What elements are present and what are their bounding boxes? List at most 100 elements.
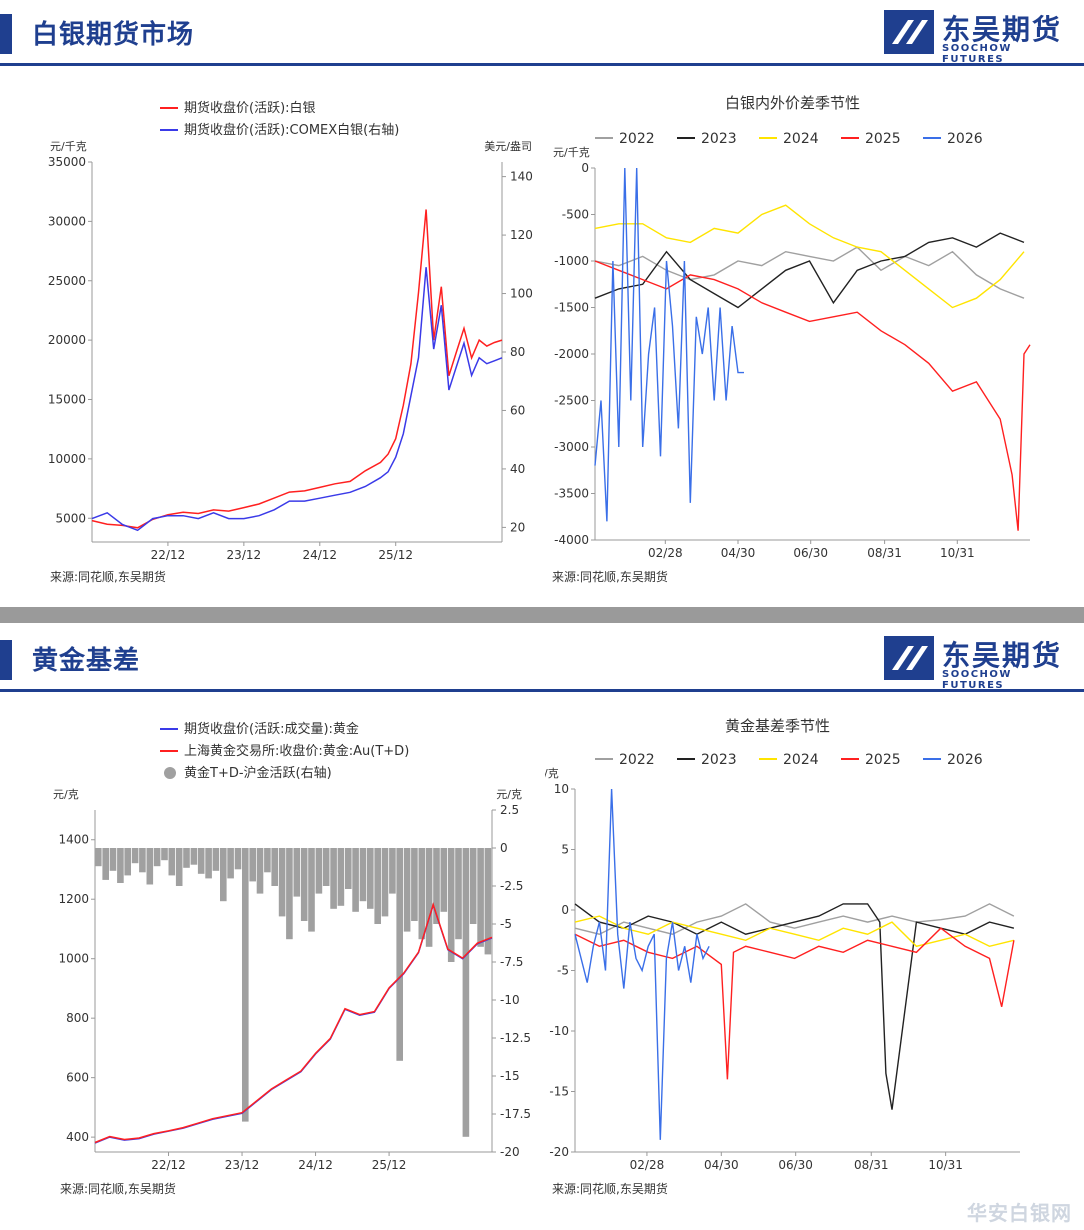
basis-bar <box>264 848 271 873</box>
y-tick-label-left: 25000 <box>48 274 86 288</box>
silver-spread-chart-svg: 白银内外价差季节性 2022 2023 2024 2025 2026 0 -500 -1000 -… <box>553 94 1031 560</box>
silver-spread-seasonality-chart: 白银内外价差季节性 2022 2023 2024 2025 2026 0 -500 -1000 -… <box>545 80 1055 560</box>
silver-price-chart: 5000 10000 15000 20000 25000 30000 35000 20 40 60… <box>40 80 540 562</box>
legend-label-3: 2025 <box>865 131 901 147</box>
x-tick-label: 02/28 <box>630 1158 665 1172</box>
basis-bar <box>337 848 345 906</box>
basis-bar <box>175 848 183 886</box>
company-logo: 东吴期货 SOOCHOW FUTURES <box>884 8 1074 65</box>
y-tick-label-right: 40 <box>510 462 525 476</box>
basis-bar <box>197 848 205 874</box>
basis-bar <box>484 848 492 955</box>
y-tick-label: -20 <box>549 1145 569 1159</box>
basis-bar <box>315 848 323 894</box>
y-axis-title-right: 元/克 <box>496 788 522 801</box>
x-tick-label: 06/30 <box>778 1158 813 1172</box>
legend-label-4: 2026 <box>947 752 983 768</box>
legend-label-1: 2023 <box>701 131 737 147</box>
legend-label-0: 期货收盘价(活跃:成交量):黄金 <box>184 721 359 737</box>
series-line-1 <box>94 902 493 1144</box>
legend-swatch-bars <box>164 767 176 779</box>
y-tick-label: -4000 <box>554 533 589 547</box>
basis-bar <box>131 848 139 864</box>
x-tick-label: 04/30 <box>704 1158 739 1172</box>
y-tick-label-right: 20 <box>510 520 525 534</box>
source-note: 来源:同花顺,东吴期货 <box>50 570 166 584</box>
x-tick-label: 23/12 <box>227 548 262 560</box>
y-tick-label-right: 120 <box>510 228 533 242</box>
logo-icon <box>884 636 934 680</box>
y-tick-label-left: 400 <box>66 1130 89 1144</box>
basis-bar <box>359 848 367 902</box>
section-header-gold: 黄金基差 东吴期货 SOOCHOW FUTURES <box>0 626 1084 692</box>
x-tick-label: 23/12 <box>225 1158 260 1172</box>
x-tick-label: 08/31 <box>854 1158 889 1172</box>
logo-subtitle: SOOCHOW FUTURES <box>942 669 1012 691</box>
basis-bar <box>396 848 403 1061</box>
y-tick-label-right: -2.5 <box>500 879 523 893</box>
series-line-2 <box>574 915 1015 948</box>
legend-label-3: 2025 <box>865 752 901 768</box>
basis-bar <box>146 848 154 885</box>
y-tick-label: -3500 <box>554 487 589 501</box>
basis-bar <box>374 848 381 924</box>
basis-bar <box>308 848 315 932</box>
section-header-silver: 白银期货市场 东吴期货 SOOCHOW FUTURES <box>0 0 1084 66</box>
basis-bar <box>139 848 146 873</box>
y-tick-label-left: 10000 <box>48 452 86 466</box>
gold-basis-chart: 400 600 800 1000 1200 1400 2.5 0 -2.5 -5 -7.5 -10 -1… <box>40 705 540 1175</box>
header-rule <box>0 689 1084 692</box>
basis-bar <box>117 848 124 883</box>
gold-basis-seasonality-chart: 黄金基差季节性 2022 2023 2024 2025 2026 10 5 0 -5 -10 -15 -… <box>533 705 1055 1175</box>
basis-bar <box>161 848 168 861</box>
basis-bar <box>227 848 234 879</box>
y-axis-title: 元/克 <box>545 767 559 780</box>
basis-bar <box>286 848 293 940</box>
logo-icon <box>884 10 934 54</box>
legend-label-0: 期货收盘价(活跃):白银 <box>184 100 316 116</box>
basis-bar <box>242 848 249 1122</box>
series-line-4 <box>594 167 744 522</box>
series-line-1 <box>91 267 503 532</box>
y-tick-label-left: 20000 <box>48 333 86 347</box>
x-tick-label: 24/12 <box>298 1158 333 1172</box>
basis-bar <box>330 848 337 909</box>
chart-title: 白银内外价差季节性 <box>725 94 860 112</box>
basis-bar <box>278 848 286 917</box>
basis-bar <box>256 848 264 894</box>
watermark: 华安白银网 <box>967 1201 1072 1225</box>
basis-bar <box>190 848 198 865</box>
basis-bar <box>411 848 418 921</box>
x-tick-label: 04/30 <box>721 546 756 560</box>
y-tick-label: -1000 <box>554 254 589 268</box>
basis-bar <box>389 848 396 894</box>
section-title: 黄金基差 <box>32 646 141 676</box>
legend-label-bars: 黄金T+D-沪金活跃(右轴) <box>184 765 332 781</box>
basis-bar <box>403 848 411 932</box>
y-tick-label-left: 30000 <box>48 214 86 228</box>
y-tick-label-right: -20 <box>500 1145 520 1159</box>
legend-label-2: 2024 <box>783 131 819 147</box>
x-tick-label: 25/12 <box>372 1158 407 1172</box>
basis-bar <box>124 848 131 876</box>
y-tick-label-right: 0 <box>500 841 508 855</box>
series-line-3 <box>594 260 1031 531</box>
basis-bar <box>345 848 352 889</box>
y-tick-label-left: 15000 <box>48 393 86 407</box>
legend-label-0: 2022 <box>619 131 655 147</box>
basis-bar <box>447 848 455 962</box>
y-tick-label: -2500 <box>554 394 589 408</box>
basis-bar <box>440 848 448 912</box>
series-line-2 <box>594 204 1025 309</box>
legend-label-1: 2023 <box>701 752 737 768</box>
y-tick-label-right: -17.5 <box>500 1107 531 1121</box>
basis-bar <box>300 848 308 921</box>
x-tick-label: 08/31 <box>867 546 902 560</box>
x-tick-label: 02/28 <box>648 546 683 560</box>
series-line-0 <box>91 209 503 529</box>
basis-bar <box>102 848 109 880</box>
y-tick-label-left: 600 <box>66 1071 89 1085</box>
basis-bar <box>234 848 242 870</box>
y-tick-label-right: -5 <box>500 917 512 931</box>
basis-bar <box>425 848 433 947</box>
